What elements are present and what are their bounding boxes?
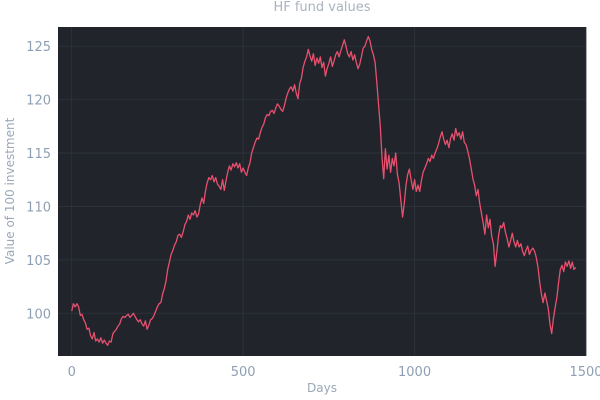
chart-title: HF fund values	[273, 0, 370, 15]
y-tick-label: 115	[26, 147, 51, 162]
y-tick-label: 105	[26, 254, 51, 269]
series-line	[71, 35, 577, 346]
x-tick-label: 0	[68, 365, 76, 380]
x-tick-label: 1500	[569, 365, 600, 380]
x-tick-label: 500	[231, 365, 256, 380]
y-tick-label: 110	[26, 200, 51, 215]
y-axis-label: Value of 100 investment	[3, 117, 17, 264]
x-axis-ticks: 0 500 1000 1500	[68, 365, 600, 380]
x-tick-label: 1000	[398, 365, 431, 380]
y-tick-label: 125	[26, 40, 51, 55]
x-axis-label: Days	[307, 381, 337, 395]
y-axis-ticks: 100 105 110 115 120 125	[26, 40, 51, 322]
y-tick-label: 120	[26, 94, 51, 109]
y-tick-label: 100	[26, 307, 51, 322]
grid-lines	[58, 27, 587, 356]
plot-area	[58, 27, 586, 356]
